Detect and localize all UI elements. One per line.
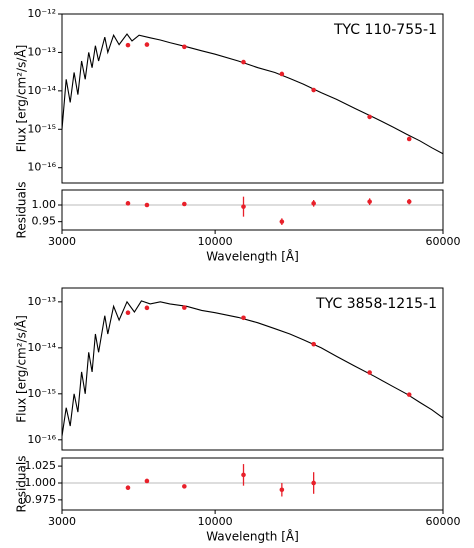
photometry-point: [144, 305, 150, 311]
residual-point: [279, 219, 285, 224]
residual-point: [279, 487, 285, 493]
photometry-point: [182, 305, 187, 310]
x-tick-label: 60000: [426, 515, 461, 528]
model-spectrum: [62, 300, 443, 437]
plot-area: [62, 196, 443, 225]
x-axis-label: Wavelength [Å]: [206, 529, 299, 544]
residual-point: [125, 201, 131, 206]
photometry-point: [241, 315, 246, 321]
residual-point: [182, 484, 187, 489]
axes-frame: [61, 457, 444, 511]
photometry-point: [311, 341, 316, 347]
y-tick-label: 10⁻¹⁵: [27, 387, 56, 400]
residual-point: [182, 201, 187, 207]
annotation: TYC 3858-1215-1: [315, 296, 437, 312]
photometry-point: [125, 310, 131, 316]
annotation: TYC 110-755-1: [333, 22, 437, 38]
x-tick-label: 3000: [48, 515, 76, 528]
y-tick-label: 10⁻¹³: [27, 295, 56, 308]
model-spectrum: [62, 33, 443, 155]
photometry-point: [182, 44, 187, 50]
residual-point: [241, 472, 246, 478]
y-axis-label: Flux [erg/cm²/s/Å]: [14, 315, 29, 423]
plot-area: [62, 464, 443, 497]
y-tick-label: 10⁻¹⁴: [27, 341, 56, 354]
x-axis-label: Wavelength [Å]: [206, 249, 299, 264]
photometry-point: [279, 71, 285, 77]
x-tick-label: 60000: [426, 235, 461, 248]
x-tick-label: 3000: [48, 235, 76, 248]
y-tick-label: 1.025: [25, 459, 57, 472]
residual-point: [125, 485, 131, 491]
photometry-point: [406, 392, 412, 397]
photometry-point: [144, 42, 150, 47]
residual-point: [311, 201, 316, 206]
residual-point: [311, 480, 316, 486]
y-tick-label: 10⁻¹⁵: [27, 122, 56, 135]
residual-point: [144, 478, 150, 484]
photometry-point: [406, 136, 412, 142]
y-tick-label: 0.975: [25, 493, 57, 506]
residual-point: [367, 199, 372, 204]
x-tick-label: 10000: [198, 235, 233, 248]
y-axis-label: Flux [erg/cm²/s/Å]: [14, 45, 29, 153]
residual-point: [144, 202, 150, 208]
axes-frame: [61, 287, 444, 451]
y-axis-label: Residuals: [15, 182, 29, 239]
y-axis-label: Residuals: [15, 456, 29, 513]
photometry-point: [125, 42, 131, 48]
y-tick-label: 10⁻¹²: [27, 7, 56, 20]
axes-frame: [61, 189, 444, 231]
y-tick-label: 10⁻¹³: [27, 45, 56, 58]
y-tick-label: 10⁻¹⁶: [27, 161, 56, 174]
photometry-point: [241, 59, 246, 65]
axes-frame: [61, 13, 444, 184]
photometry-point: [311, 87, 316, 93]
x-tick-label: 10000: [198, 515, 233, 528]
photometry-point: [367, 370, 372, 375]
y-tick-label: 0.95: [32, 215, 57, 228]
y-tick-label: 1.000: [25, 476, 57, 489]
plot-area: [62, 300, 443, 437]
plot-area: [62, 33, 443, 155]
y-tick-label: 10⁻¹⁶: [27, 433, 56, 446]
photometry-point: [367, 114, 372, 120]
residual-point: [406, 199, 412, 204]
y-tick-label: 10⁻¹⁴: [27, 84, 56, 97]
y-tick-label: 1.00: [32, 198, 57, 211]
residual-point: [241, 204, 246, 209]
